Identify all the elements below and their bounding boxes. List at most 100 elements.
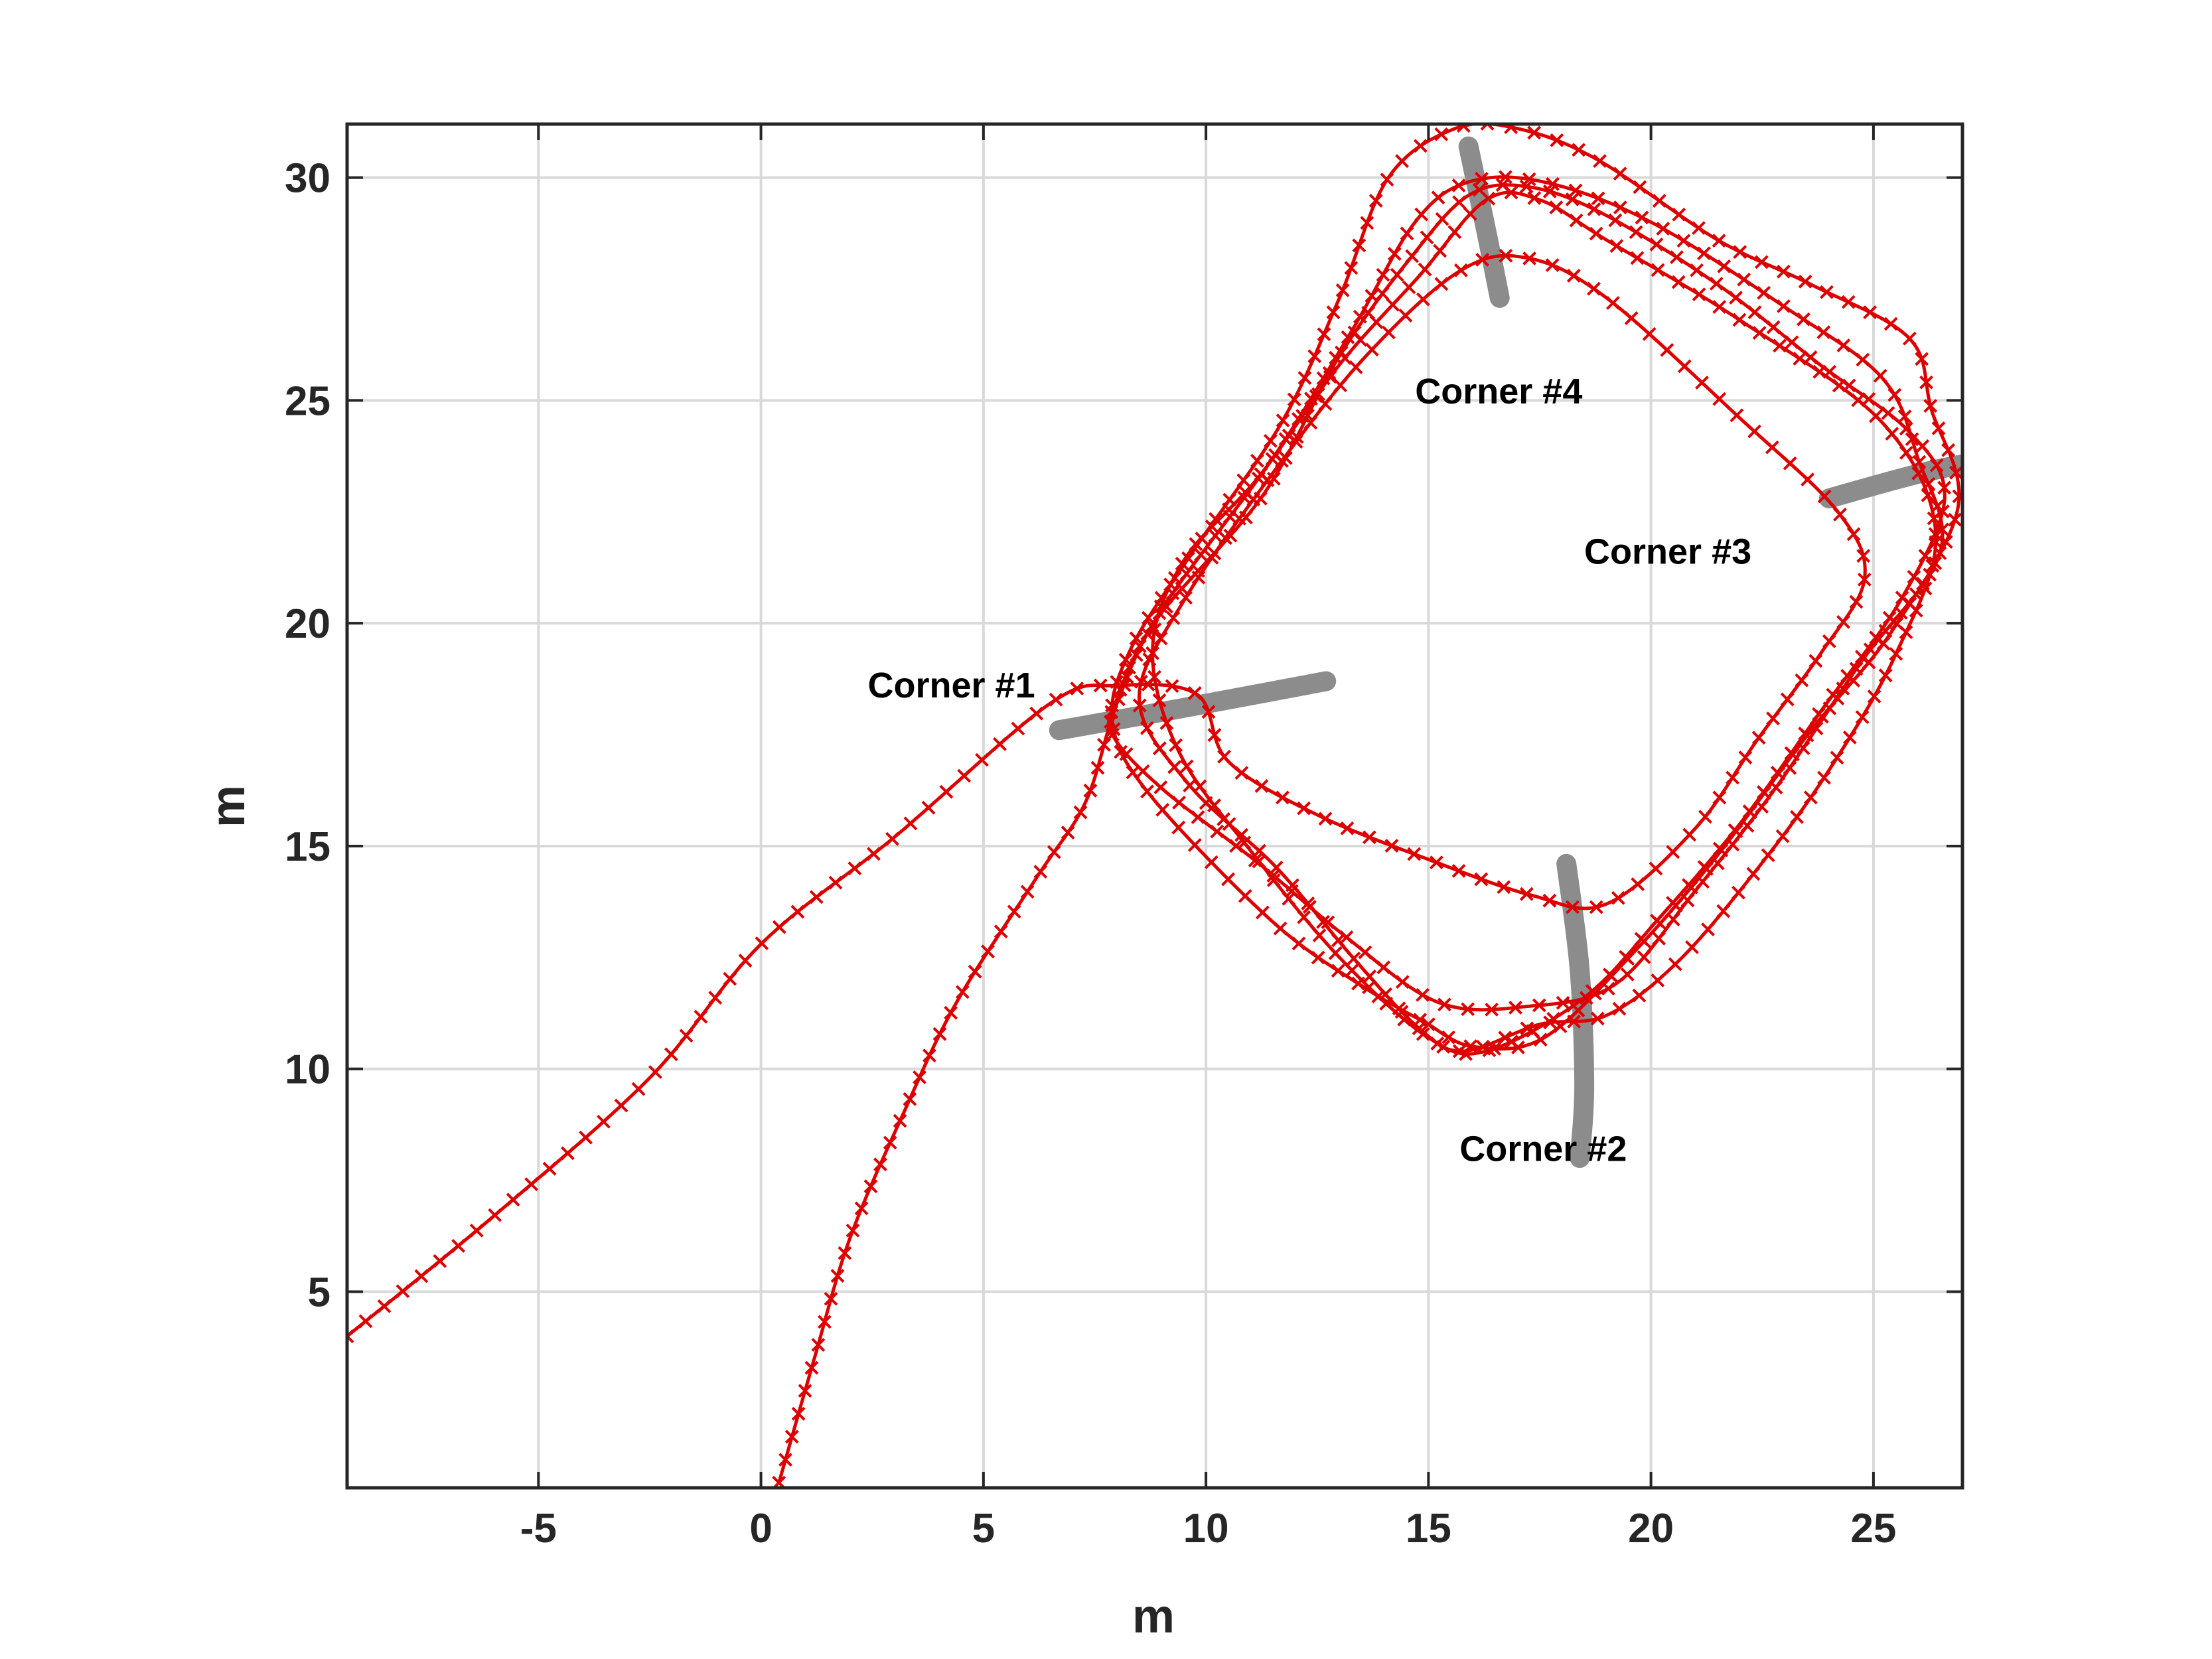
trajectory-marker <box>1699 861 1714 876</box>
trajectory-marker <box>1921 476 1936 491</box>
trajectory-marker <box>1398 309 1413 323</box>
trajectory-marker <box>1793 352 1807 366</box>
trajectory-marker <box>1690 263 1704 277</box>
trajectory-marker <box>1630 251 1645 265</box>
trajectory-marker <box>1191 563 1205 578</box>
trajectory-marker <box>1928 527 1943 541</box>
trajectory-marker <box>1317 327 1331 342</box>
trajectory-marker <box>994 924 1008 939</box>
corner-boundary-line <box>1049 671 1337 741</box>
x-tick-label: 10 <box>1183 1506 1229 1551</box>
trajectory-marker <box>1651 263 1665 277</box>
trajectory-marker <box>1800 728 1814 743</box>
trajectory-marker <box>723 972 737 986</box>
trajectory-marker <box>1252 843 1266 858</box>
trajectory-marker <box>1120 670 1134 684</box>
trajectory-marker <box>1671 275 1686 289</box>
x-tick-label: 25 <box>1850 1506 1896 1551</box>
trajectory-marker <box>1889 616 1904 631</box>
trajectory-marker <box>1304 392 1318 406</box>
trajectory-marker <box>1773 338 1787 353</box>
y-tick-label: 15 <box>285 824 331 870</box>
trajectory-marker <box>1842 378 1856 393</box>
trajectory-marker <box>1915 439 1930 453</box>
trajectory-marker <box>1316 914 1330 929</box>
trajectory-marker <box>1300 408 1315 423</box>
trajectory-marker <box>1171 820 1186 835</box>
trajectory-marker <box>1371 989 1386 1003</box>
trajectory-marker <box>1155 802 1170 817</box>
trajectory-marker <box>993 737 1007 751</box>
trajectory-marker <box>1587 202 1601 216</box>
trajectory-marker <box>893 1114 907 1128</box>
trajectory-marker <box>1222 492 1237 507</box>
trajectory-marker <box>846 1223 860 1238</box>
trajectory-marker <box>1307 349 1322 364</box>
trajectory-marker <box>1175 581 1189 596</box>
trajectory-marker <box>1912 455 1927 469</box>
trajectory-marker <box>968 964 982 979</box>
trajectory-marker <box>1329 350 1343 365</box>
trajectory-marker <box>1209 512 1223 526</box>
trajectory-marker <box>772 920 786 934</box>
trajectory-marker <box>1726 770 1739 785</box>
trajectory-marker <box>1364 342 1379 357</box>
trajectory-marker <box>1701 922 1715 936</box>
trajectory-marker <box>1349 360 1363 374</box>
trajectory-marker <box>1928 556 1943 570</box>
trajectory-marker <box>1709 277 1724 291</box>
trajectory-marker <box>903 816 918 831</box>
trajectory-marker <box>1907 569 1921 584</box>
y-tick-label: 5 <box>308 1270 331 1316</box>
trajectory-marker <box>1545 258 1560 272</box>
trajectory-marker <box>1073 805 1088 820</box>
trajectory-marker <box>1511 1040 1525 1054</box>
trajectory-marker <box>1238 889 1252 903</box>
trajectory-marker <box>1836 614 1850 629</box>
trajectory-marker <box>1836 338 1851 352</box>
plot-background <box>347 124 1962 1488</box>
corner-annotation: Corner #1 <box>868 666 1035 705</box>
x-tick-label: 5 <box>972 1506 995 1551</box>
trajectory-marker <box>1435 212 1449 226</box>
trajectory-series <box>347 124 1962 1488</box>
trajectory-marker <box>1817 770 1831 785</box>
trajectory-marker <box>1132 698 1147 713</box>
trajectory-marker <box>1368 194 1383 208</box>
trajectory-marker <box>1201 705 1216 719</box>
trajectory-marker <box>1287 392 1301 407</box>
trajectory-marker <box>1340 821 1355 835</box>
trajectory-marker <box>1265 452 1280 467</box>
trajectory-marker <box>1642 326 1657 341</box>
trajectory-marker <box>1420 230 1434 245</box>
trajectory-marker <box>1666 845 1680 859</box>
trajectory-marker <box>1668 957 1682 972</box>
trajectory-marker <box>1684 880 1698 895</box>
trajectory-marker <box>1452 195 1467 210</box>
trajectory-marker <box>524 1177 539 1191</box>
trajectory-marker <box>1846 674 1861 688</box>
trajectory-marker <box>1020 885 1035 899</box>
trajectory-marker <box>1780 692 1795 707</box>
trajectory-marker <box>939 784 954 799</box>
trajectory-marker <box>784 1429 799 1444</box>
trajectory-marker <box>396 1284 410 1299</box>
trajectory-marker <box>1070 682 1084 695</box>
trajectory-marker <box>1335 283 1350 297</box>
trajectory-marker <box>1937 480 1952 495</box>
trajectory-marker <box>377 1299 392 1313</box>
trajectory-marker <box>1635 210 1649 225</box>
trajectory-marker <box>1204 855 1218 869</box>
trajectory-marker <box>1106 722 1121 737</box>
trajectory-marker <box>1362 830 1376 845</box>
trajectory-marker <box>824 1291 838 1306</box>
trajectory-marker <box>1631 877 1645 891</box>
trajectory-marker <box>1154 591 1169 605</box>
trajectory-marker <box>1497 880 1511 895</box>
trajectory-marker <box>1416 987 1430 1002</box>
trajectory-marker <box>1166 611 1181 625</box>
trajectory-marker <box>1889 646 1903 661</box>
trajectory-marker <box>1620 967 1635 981</box>
trajectory-marker <box>913 1070 926 1084</box>
trajectory-marker <box>1105 698 1120 713</box>
